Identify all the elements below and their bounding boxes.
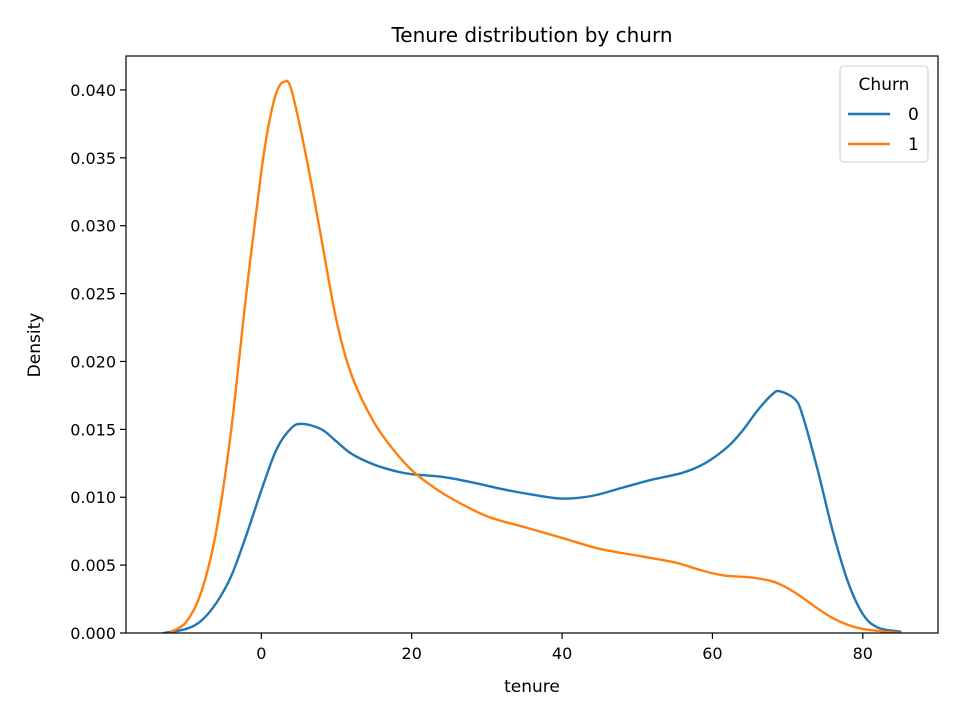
y-tick-label: 0.015 xyxy=(70,420,116,439)
y-axis-label: Density xyxy=(25,313,45,378)
y-tick-label: 0.025 xyxy=(70,285,116,304)
y-tick-label: 0.035 xyxy=(70,149,116,168)
plot-area: 0 20 40 60 80 0.000 0.005 0.010 0.015 0.020 0.025 0… xyxy=(70,55,939,663)
x-axis-label: tenure xyxy=(504,677,560,697)
x-tick-label: 80 xyxy=(853,644,873,663)
x-tick-label: 60 xyxy=(702,644,722,663)
x-tick-label: 40 xyxy=(552,644,572,663)
y-tick-label: 0.000 xyxy=(70,624,116,643)
legend-title: Churn xyxy=(859,75,910,95)
series-line-0 xyxy=(162,389,902,633)
y-tick-label: 0.005 xyxy=(70,556,116,575)
x-tick-label: 20 xyxy=(402,644,422,663)
chart-title: Tenure distribution by churn xyxy=(390,23,672,47)
legend-label-0: 0 xyxy=(908,105,919,125)
legend-label-1: 1 xyxy=(908,135,919,155)
legend: Churn 0 1 xyxy=(839,65,929,163)
series-lines xyxy=(162,79,902,633)
x-tick-label: 0 xyxy=(256,644,266,663)
y-tick-label: 0.010 xyxy=(70,488,116,507)
plot-frame xyxy=(125,55,939,634)
y-tick-label: 0.040 xyxy=(70,81,116,100)
series-line-1 xyxy=(169,79,902,633)
y-tick-label: 0.030 xyxy=(70,217,116,236)
y-tick-label: 0.020 xyxy=(70,352,116,371)
